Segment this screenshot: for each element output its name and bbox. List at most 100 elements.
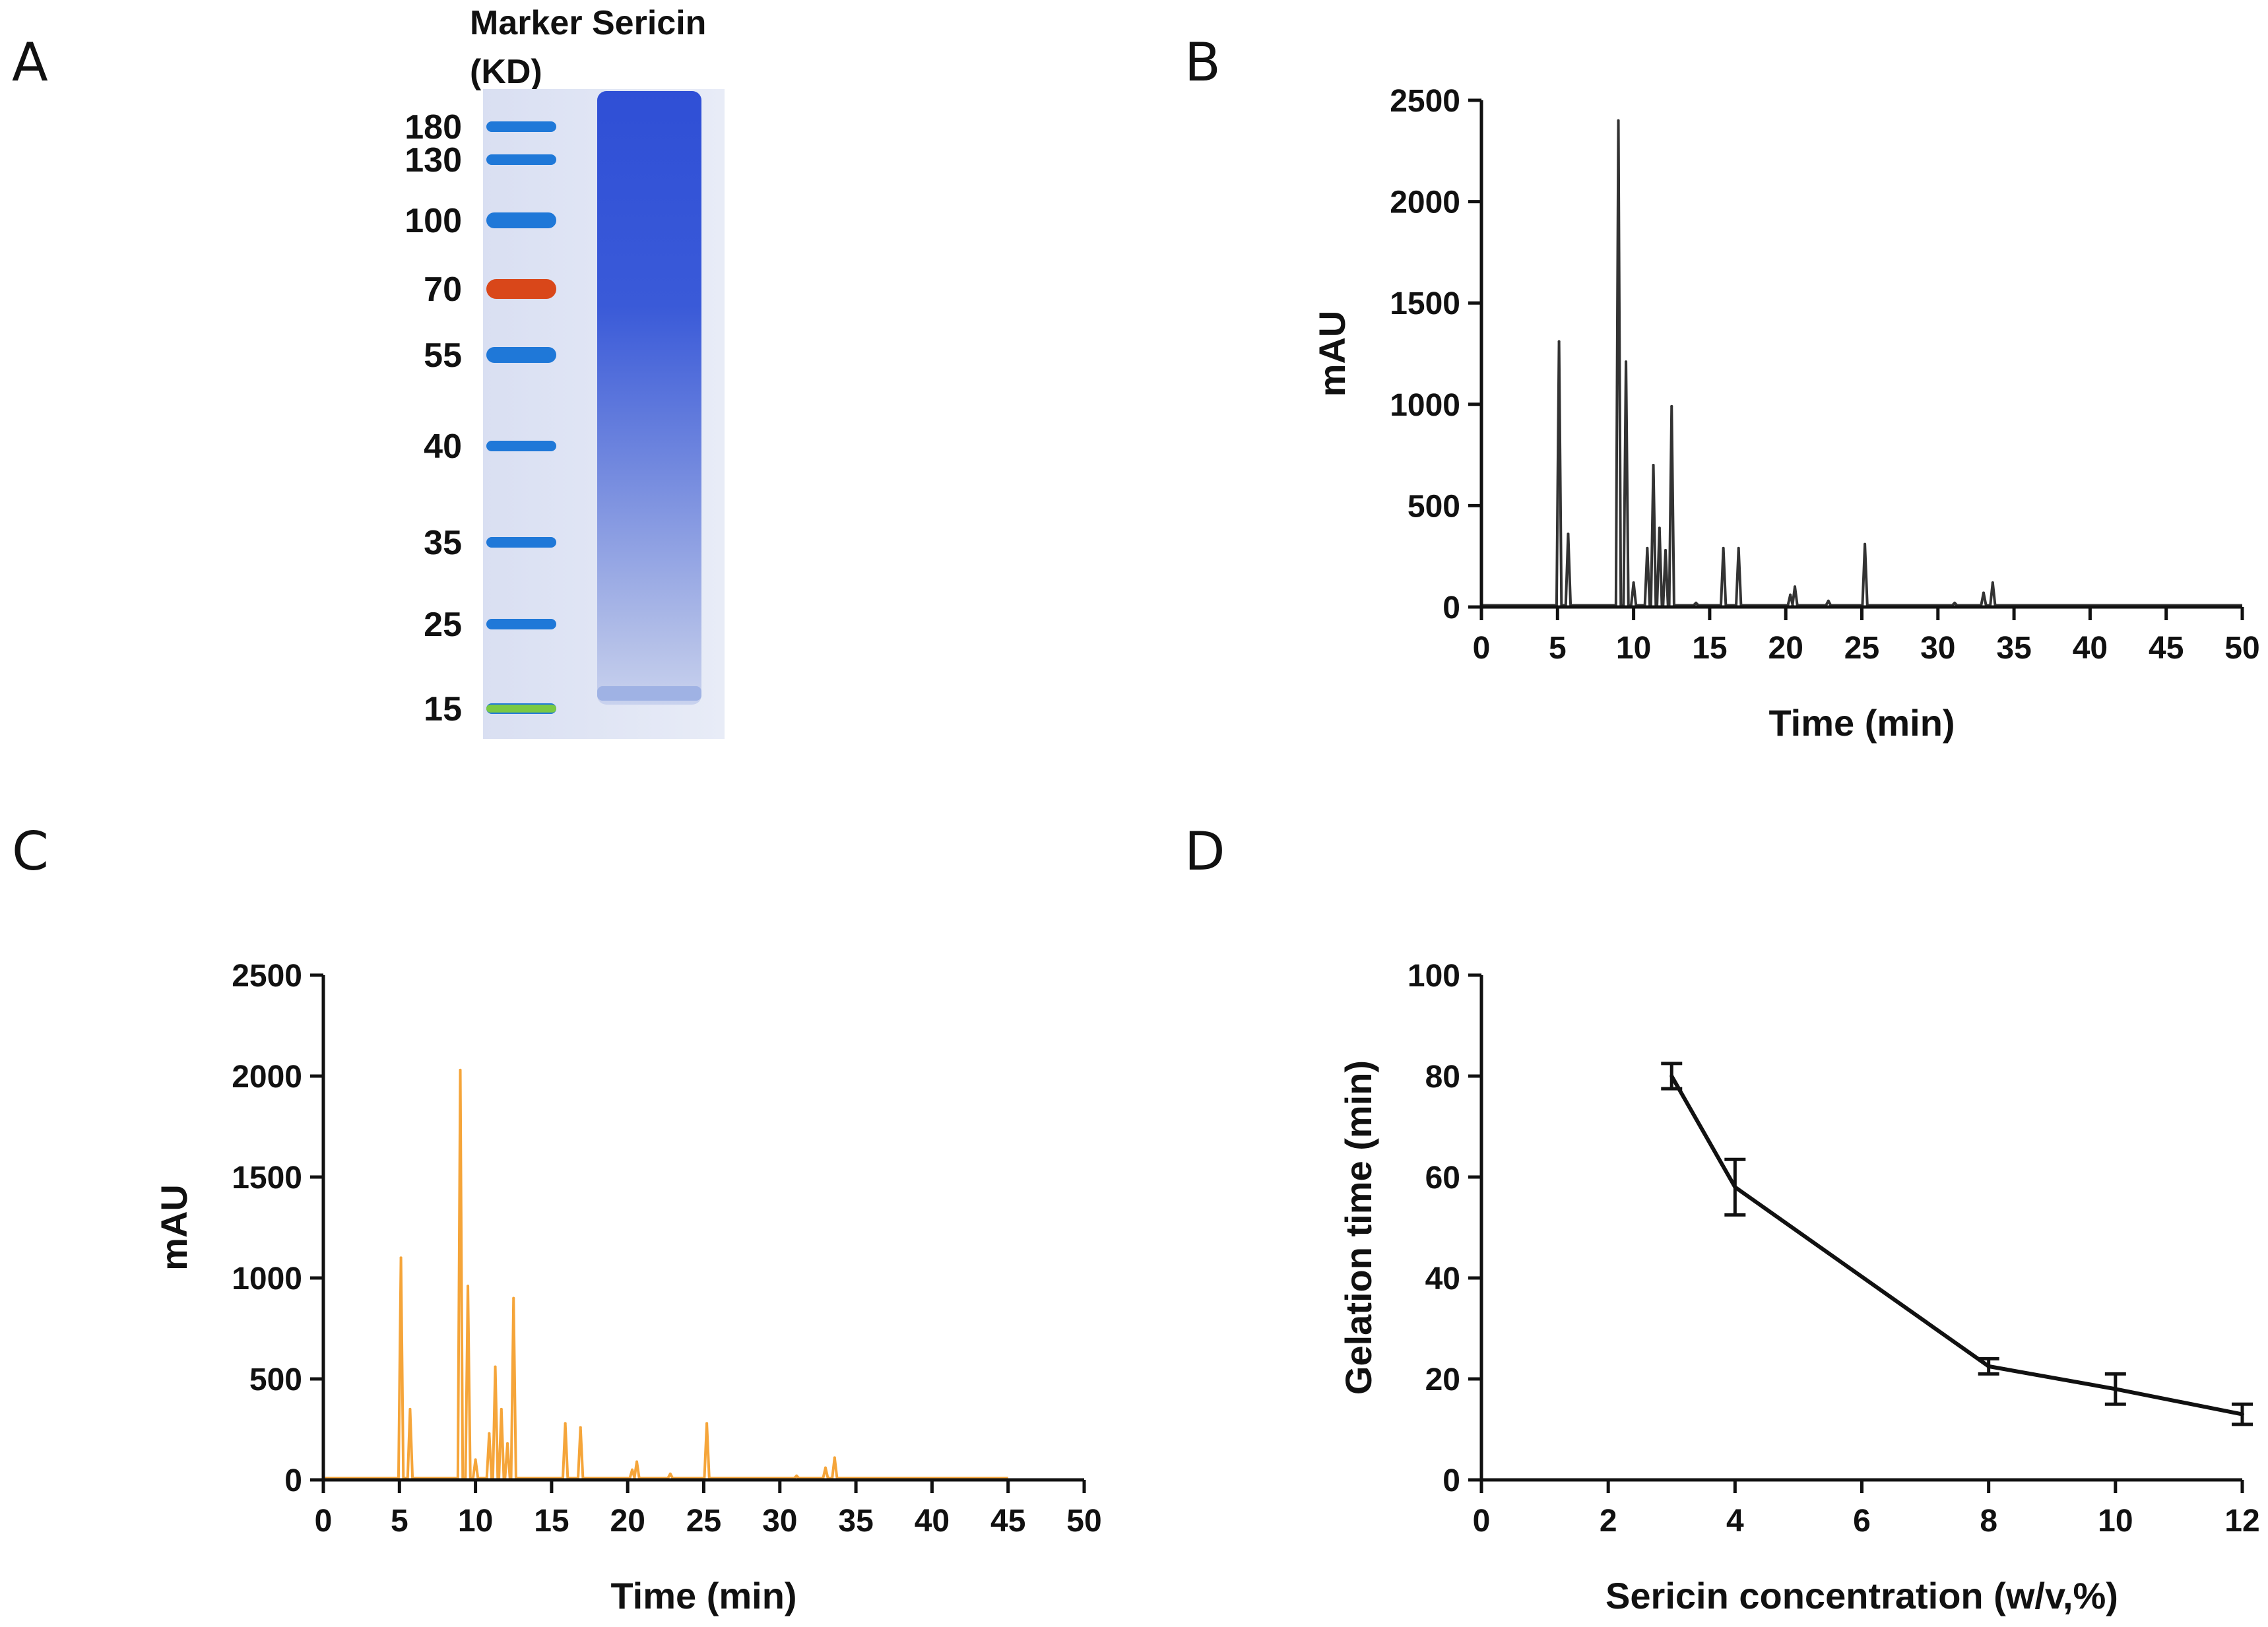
chart-c-x-tick-label: 20 xyxy=(610,1504,645,1539)
chart-b-peak-9 xyxy=(1670,404,1673,408)
panel-label-d: D xyxy=(1184,821,1225,882)
chart-c-y-tick-label: 1000 xyxy=(232,1261,302,1296)
chart-b-peak-1 xyxy=(1567,532,1570,536)
chart-b-x-tick-label: 5 xyxy=(1549,631,1567,666)
chart-c-peak-4 xyxy=(474,1458,477,1461)
marker-label-55: 55 xyxy=(424,336,462,375)
chart-c-peak-8 xyxy=(506,1442,509,1445)
chart-d-x-tick-label: 4 xyxy=(1726,1504,1744,1539)
chart-d-point xyxy=(2240,1412,2244,1417)
chart-c-peak-1 xyxy=(408,1407,412,1411)
chart-b-x-tick-label: 40 xyxy=(2073,631,2108,666)
chart-c-x-tick-label: 10 xyxy=(458,1504,493,1539)
marker-band-100 xyxy=(486,212,556,228)
gel-header-kd: (KD) xyxy=(470,53,542,91)
chart-b-peak-14 xyxy=(1794,585,1797,589)
chart-c-peak-16 xyxy=(795,1474,798,1477)
chart-b-peak-7 xyxy=(1658,526,1661,530)
chart-d-gelation: 0 2 4 6 8 10 12 0 20 40 60 80 100 Sericin concentra… xyxy=(1338,959,2260,1616)
chart-c-y-axis-title: mAU xyxy=(153,1184,195,1271)
marker-label-15: 15 xyxy=(424,690,462,728)
chart-b-x-tick-label: 50 xyxy=(2224,631,2259,666)
chart-b-peak-0 xyxy=(1557,340,1561,343)
marker-band-70 xyxy=(486,279,556,299)
chart-c-y-tick-label: 0 xyxy=(284,1463,302,1498)
chart-b-x-tick-label: 10 xyxy=(1616,631,1651,666)
chart-c-y-tick-label: 2500 xyxy=(232,959,302,994)
chart-c-x-tick-label: 40 xyxy=(915,1504,950,1539)
chart-d-y-tick-label: 40 xyxy=(1425,1261,1460,1296)
chart-d-errorbar xyxy=(2232,1402,2253,1426)
chart-c-peak-7 xyxy=(500,1407,503,1411)
chart-d-y-axis-title: Gelation time (min) xyxy=(1338,1060,1379,1395)
chart-c-y-tick-label: 2000 xyxy=(232,1060,302,1095)
marker-band-40 xyxy=(486,441,556,451)
marker-label-180: 180 xyxy=(405,108,462,146)
marker-band-15-green xyxy=(486,705,556,713)
chart-d-point xyxy=(1733,1185,1737,1190)
marker-label-100: 100 xyxy=(405,202,462,240)
chart-d-y-tick-label: 100 xyxy=(1408,959,1460,994)
chart-d-x-tick-label: 10 xyxy=(2098,1504,2133,1539)
chart-c-peak-6 xyxy=(494,1365,497,1368)
chart-b-y-tick-label: 2000 xyxy=(1390,185,1460,220)
chart-d-x-tick-label: 6 xyxy=(1853,1504,1871,1539)
marker-label-40: 40 xyxy=(424,428,462,466)
chart-c-x-tick-label: 30 xyxy=(762,1504,797,1539)
chart-b-peak-19 xyxy=(1991,581,1994,585)
chart-b-x-axis-title: Time (min) xyxy=(1768,702,1955,744)
panel-label-a: A xyxy=(12,32,48,93)
chart-d-errorbar xyxy=(1978,1356,1999,1376)
marker-band-35 xyxy=(486,537,556,548)
chart-b-x-tick-label: 15 xyxy=(1692,631,1727,666)
marker-band-130 xyxy=(486,154,556,165)
chart-c-peak-12 xyxy=(631,1468,634,1471)
chart-b-y-tick-label: 2500 xyxy=(1390,84,1460,119)
chart-d-x-tick-label: 0 xyxy=(1473,1504,1491,1539)
chart-d-x-tick-label: 12 xyxy=(2224,1504,2259,1539)
chart-d-y-tick-label: 80 xyxy=(1425,1060,1460,1095)
chart-b-peak-18 xyxy=(1982,591,1985,594)
chart-c-peak-15 xyxy=(705,1422,709,1425)
chart-b-x-tick-label: 45 xyxy=(2149,631,2184,666)
chart-b-peak-2 xyxy=(1617,119,1620,122)
marker-label-70: 70 xyxy=(424,271,462,309)
chart-b-peak-11 xyxy=(1722,546,1725,550)
chart-d-errorbar xyxy=(1724,1157,1746,1217)
chart-c-peak-11 xyxy=(579,1426,582,1429)
chart-b-x-tick-label: 20 xyxy=(1768,631,1803,666)
chart-b-y-tick-label: 500 xyxy=(1408,489,1460,524)
chart-c-peak-13 xyxy=(635,1460,639,1463)
chart-c-x-tick-label: 45 xyxy=(990,1504,1025,1539)
chart-c-hplc: 0 5 10 15 20 25 30 35 40 45 50 0 500 1000 1500 2000 250… xyxy=(153,959,1102,1616)
chart-d-point xyxy=(1986,1364,1991,1368)
chart-c-y-tick-label: 1500 xyxy=(232,1161,302,1196)
marker-label-35: 35 xyxy=(424,524,462,562)
sericin-lane xyxy=(597,91,701,705)
marker-band-25 xyxy=(486,619,556,629)
chart-d-x-axis-title: Sericin concentration (w/v,%) xyxy=(1605,1575,2118,1616)
chart-b-peak-17 xyxy=(1953,601,1957,604)
chart-b-peak-13 xyxy=(1789,593,1792,596)
chart-c-peak-3 xyxy=(467,1285,470,1288)
marker-label-25: 25 xyxy=(424,606,462,644)
chart-b-x-tick-label: 0 xyxy=(1473,631,1491,666)
chart-b-peak-10 xyxy=(1695,601,1698,604)
chart-b-y-axis-title: mAU xyxy=(1311,311,1353,397)
chart-c-peak-0 xyxy=(399,1256,403,1260)
chart-d-x-tick-label: 2 xyxy=(1600,1504,1617,1539)
chart-c-x-tick-label: 50 xyxy=(1066,1504,1101,1539)
gel-panel: Marker Sericin (KD) 18013010070554035251… xyxy=(405,4,725,739)
chart-c-x-tick-label: 35 xyxy=(838,1504,873,1539)
chart-c-peak-17 xyxy=(824,1466,827,1469)
chart-c-x-tick-label: 5 xyxy=(391,1504,408,1539)
chart-c-x-tick-label: 25 xyxy=(686,1504,721,1539)
chart-b-peak-8 xyxy=(1664,548,1668,552)
chart-b-peak-5 xyxy=(1646,546,1649,550)
marker-label-130: 130 xyxy=(405,141,462,179)
panel-label-b: B xyxy=(1184,32,1221,93)
chart-b-peak-3 xyxy=(1625,360,1628,364)
